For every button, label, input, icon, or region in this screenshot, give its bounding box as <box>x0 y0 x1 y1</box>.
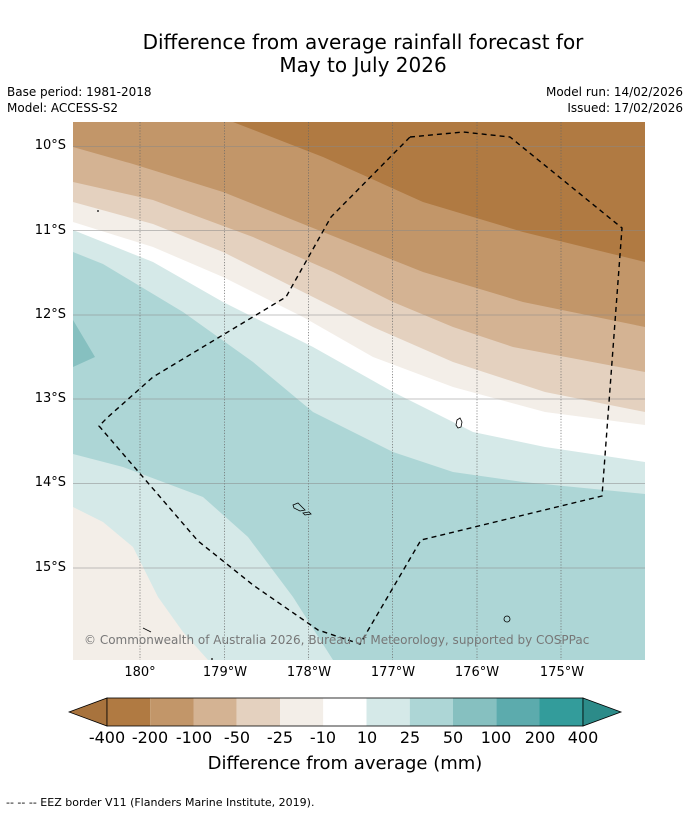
colorbar-swatch-2 <box>150 698 194 726</box>
island-outline-1 <box>455 417 463 429</box>
island-outline-5 <box>142 627 152 633</box>
island-dot-2 <box>211 658 213 660</box>
colorbar-swatch-1 <box>107 698 151 726</box>
island-outline-3 <box>302 511 312 516</box>
meta-left: Base period: 1981-2018 Model: ACCESS-S2 <box>7 84 152 116</box>
colorbar-swatch-10 <box>496 698 540 726</box>
colorbar-swatch-5 <box>280 698 324 726</box>
colorbar-label-minus-200: -200 <box>131 728 169 747</box>
eez-border <box>98 131 623 645</box>
lon-label-177w: 177°W <box>370 665 416 680</box>
eez-legend-text: -- -- -- EEZ border V11 (Flanders Marine… <box>6 796 315 809</box>
model-run: Model run: 14/02/2026 <box>545 85 683 99</box>
colorbar-label-100: 100 <box>480 728 512 747</box>
colorbar-under-arrow <box>68 697 108 727</box>
lon-label-180: 180° <box>124 665 156 680</box>
colorbar-label-minus-400: -400 <box>88 728 126 747</box>
colorbar-swatch-8 <box>409 698 453 726</box>
band-minus-10-south <box>73 507 208 660</box>
credit-text: © Commonwealth of Australia 2026, Bureau… <box>84 633 590 647</box>
lat-label-12s: 12°S <box>34 307 66 322</box>
lat-label-13s: 13°S <box>34 391 66 406</box>
lon-label-176w: 176°W <box>454 665 500 680</box>
colorbar-swatch-11 <box>539 698 583 726</box>
island-outline-4 <box>503 615 511 623</box>
band-minus-200 <box>233 122 645 262</box>
lon-label-175w: 175°W <box>539 665 585 680</box>
colorbar-over-arrow <box>582 697 623 727</box>
colorbar-label-minus-25: -25 <box>266 728 294 747</box>
rainfall-map <box>73 122 645 660</box>
lat-label-11s: 11°S <box>34 223 66 238</box>
lon-label-178w: 178°W <box>286 665 332 680</box>
colorbar-label-400: 400 <box>567 728 599 747</box>
colorbar-label-50: 50 <box>442 728 464 747</box>
colorbar-swatch-4 <box>236 698 280 726</box>
map-title: Difference from average rainfall forecas… <box>0 31 690 77</box>
lat-label-10s: 10°S <box>34 138 66 153</box>
lon-label-179w: 179°W <box>202 665 248 680</box>
band-plus-50-patch <box>73 320 95 367</box>
issued-date: Issued: 17/02/2026 <box>567 101 683 115</box>
title-line-1: Difference from average rainfall forecas… <box>142 30 584 54</box>
lat-label-15s: 15°S <box>34 560 66 575</box>
colorbar-label-10: 10 <box>356 728 378 747</box>
base-period: Base period: 1981-2018 <box>7 85 152 99</box>
island-outline-2 <box>292 502 306 512</box>
colorbar-swatch-9 <box>453 698 497 726</box>
colorbar-label-200: 200 <box>524 728 556 747</box>
colorbar-title: Difference from average (mm) <box>207 753 483 774</box>
colorbar-swatch-3 <box>193 698 237 726</box>
model-name: Model: ACCESS-S2 <box>7 101 119 115</box>
lat-label-14s: 14°S <box>34 475 66 490</box>
colorbar-label-minus-10: -10 <box>309 728 337 747</box>
colorbar-label-25: 25 <box>399 728 421 747</box>
meta-right: Model run: 14/02/2026 Issued: 17/02/2026 <box>546 84 683 116</box>
colorbar-swatch-6 <box>323 698 367 726</box>
colorbar-label-minus-50: -50 <box>223 728 251 747</box>
colorbar-label-minus-100: -100 <box>175 728 213 747</box>
island-dot-1 <box>97 210 99 212</box>
colorbar <box>68 697 623 727</box>
colorbar-swatch-7 <box>366 698 410 726</box>
title-line-2: May to July 2026 <box>279 53 447 77</box>
